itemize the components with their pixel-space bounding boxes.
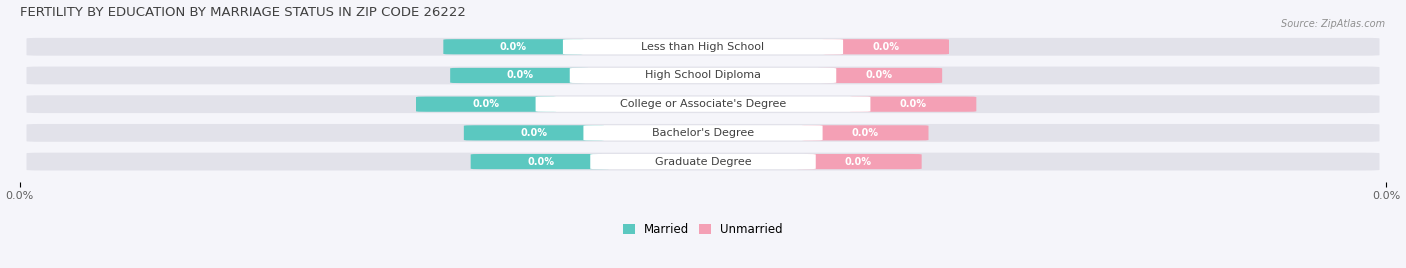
FancyBboxPatch shape — [471, 154, 610, 169]
Text: FERTILITY BY EDUCATION BY MARRIAGE STATUS IN ZIP CODE 26222: FERTILITY BY EDUCATION BY MARRIAGE STATU… — [20, 6, 465, 18]
Text: Less than High School: Less than High School — [641, 42, 765, 52]
FancyBboxPatch shape — [562, 39, 844, 54]
FancyBboxPatch shape — [536, 96, 870, 112]
Legend: Married, Unmarried: Married, Unmarried — [619, 218, 787, 241]
FancyBboxPatch shape — [583, 125, 823, 140]
Text: High School Diploma: High School Diploma — [645, 70, 761, 80]
FancyBboxPatch shape — [450, 68, 591, 83]
FancyBboxPatch shape — [27, 38, 1379, 56]
FancyBboxPatch shape — [27, 66, 1379, 84]
FancyBboxPatch shape — [569, 68, 837, 83]
FancyBboxPatch shape — [464, 125, 605, 140]
FancyBboxPatch shape — [823, 39, 949, 54]
FancyBboxPatch shape — [849, 96, 976, 112]
Text: 0.0%: 0.0% — [866, 70, 893, 80]
FancyBboxPatch shape — [27, 95, 1379, 113]
FancyBboxPatch shape — [801, 125, 928, 140]
Text: 0.0%: 0.0% — [527, 157, 554, 167]
Text: College or Associate's Degree: College or Associate's Degree — [620, 99, 786, 109]
Text: 0.0%: 0.0% — [506, 70, 534, 80]
Text: 0.0%: 0.0% — [872, 42, 900, 52]
Text: Source: ZipAtlas.com: Source: ZipAtlas.com — [1281, 19, 1385, 29]
FancyBboxPatch shape — [27, 124, 1379, 142]
FancyBboxPatch shape — [416, 96, 557, 112]
Text: Graduate Degree: Graduate Degree — [655, 157, 751, 167]
Text: 0.0%: 0.0% — [845, 157, 872, 167]
FancyBboxPatch shape — [591, 154, 815, 169]
Text: 0.0%: 0.0% — [472, 99, 499, 109]
Text: 0.0%: 0.0% — [501, 42, 527, 52]
Text: 0.0%: 0.0% — [852, 128, 879, 138]
Text: Bachelor's Degree: Bachelor's Degree — [652, 128, 754, 138]
Text: 0.0%: 0.0% — [900, 99, 927, 109]
FancyBboxPatch shape — [796, 154, 922, 169]
Text: 0.0%: 0.0% — [520, 128, 547, 138]
FancyBboxPatch shape — [443, 39, 583, 54]
FancyBboxPatch shape — [815, 68, 942, 83]
FancyBboxPatch shape — [27, 153, 1379, 170]
